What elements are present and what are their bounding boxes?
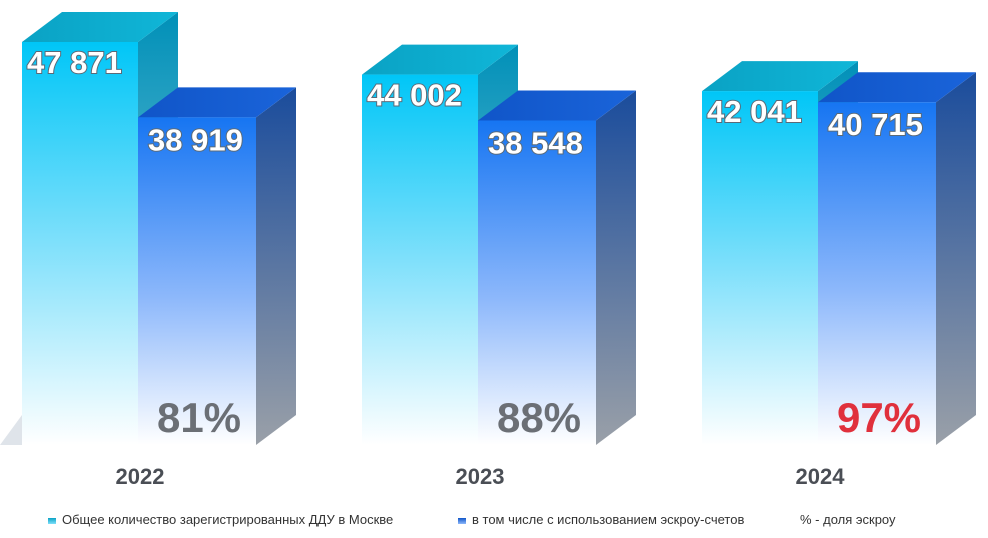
bar-escrow-2023-top (478, 90, 636, 121)
legend: Общее количество зарегистрированных ДДУ … (0, 512, 988, 532)
bar-total-2023-front (362, 74, 478, 445)
data-label-total-2023: 44 002 (367, 78, 462, 113)
bar-escrow-2023-front (478, 120, 596, 445)
data-label-escrow-2023: 38 548 (488, 125, 583, 160)
bar-escrow-2022 (138, 87, 296, 446)
legend-swatch-total (48, 517, 56, 524)
bar-total-2023-top (362, 44, 518, 75)
legend-label-share: % - доля эскроу (800, 512, 896, 527)
bar-escrow-2024 (818, 72, 976, 445)
data-label-total-2024: 42 041 (707, 94, 802, 129)
bar-total-2024-front (702, 91, 818, 445)
share-label-2024: 97% (837, 394, 921, 441)
bar-total-2022-top (22, 12, 178, 42)
data-label-escrow-2024: 40 715 (828, 107, 923, 142)
data-label-total-2022: 47 871 (27, 45, 122, 80)
bar-escrow-2024-side (936, 72, 976, 445)
bar-escrow-2022-side (256, 87, 296, 446)
legend-swatch-escrow (458, 517, 466, 524)
legend-item-total: Общее количество зарегистрированных ДДУ … (48, 512, 393, 527)
legend-item-share: % - доля эскроу (800, 512, 896, 527)
share-label-2023: 88% (497, 394, 581, 441)
bar-total-2022-front (22, 42, 138, 445)
legend-item-escrow: в том числе с использованием эскроу-счет… (458, 512, 744, 527)
bar-escrow-2023 (478, 90, 636, 445)
floor-shadow (0, 415, 22, 445)
category-label-2022: 2022 (116, 464, 165, 489)
bar-escrow-2024-front (818, 102, 936, 445)
bar-escrow-2022-top (138, 87, 296, 118)
share-label-2022: 81% (157, 394, 241, 441)
category-label-2023: 2023 (456, 464, 505, 489)
bar-escrow-2024-top (818, 72, 976, 103)
bar-total-2024-top (702, 61, 858, 92)
category-label-2024: 2024 (796, 464, 846, 489)
bar-escrow-2023-side (596, 90, 636, 445)
legend-label-escrow: в том числе с использованием эскроу-счет… (472, 512, 745, 527)
legend-label-total: Общее количество зарегистрированных ДДУ … (62, 512, 394, 527)
data-label-escrow-2022: 38 919 (148, 122, 243, 157)
bar-escrow-2022-front (138, 117, 256, 446)
